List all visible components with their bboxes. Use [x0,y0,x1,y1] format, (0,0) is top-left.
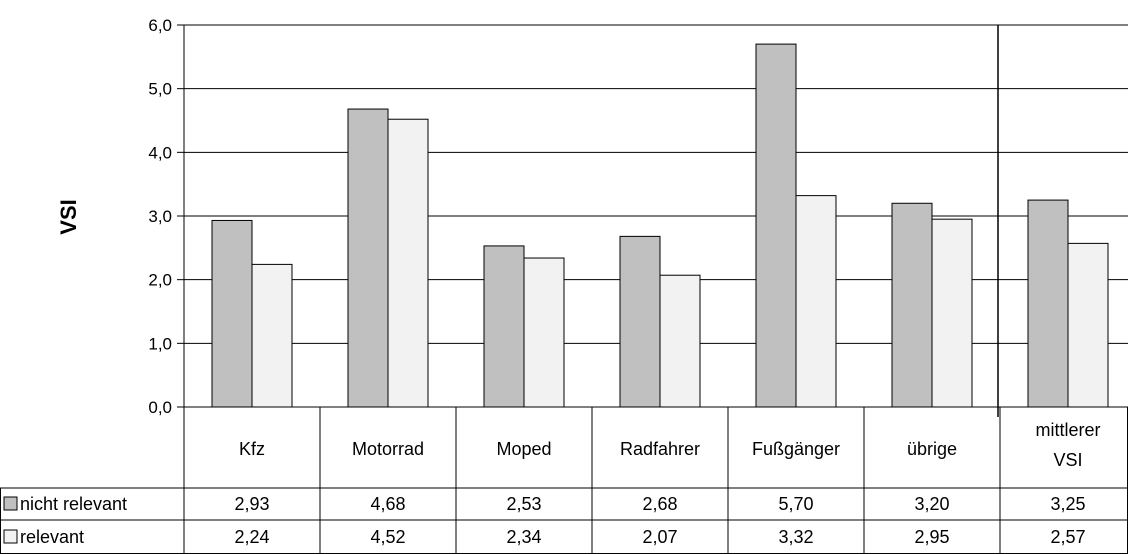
y-tick-label: 3,0 [148,207,172,226]
data-label: 3,32 [778,527,813,547]
data-label: 2,68 [642,494,677,514]
bar-nicht-relevant [211,219,253,408]
y-tick-label: 4,0 [148,143,172,162]
category-label: mittlerer [1035,420,1100,440]
data-label: 4,68 [370,494,405,514]
bar-nicht-relevant [347,108,389,408]
data-label: 2,95 [914,527,949,547]
category-label: Kfz [239,439,265,459]
axes: 0,0 1,0 2,0 3,0 4,0 5,0 6,0 [148,16,1128,417]
bars [211,43,1109,408]
bar-nicht-relevant [619,235,661,408]
y-tick-label: 6,0 [148,16,172,35]
bar-nicht-relevant [755,43,797,408]
data-label: 3,25 [1050,494,1085,514]
y-tick-label: 5,0 [148,80,172,99]
data-table: Kfz Motorrad Moped Radfahrer Fußgänger übrige… [0,407,1128,554]
data-label: 2,57 [1050,527,1085,547]
data-label: 2,24 [234,527,269,547]
data-label: 3,20 [914,494,949,514]
category-label: Fußgänger [752,439,840,459]
bar-relevant [795,195,837,408]
category-label: Radfahrer [620,439,700,459]
data-label: 2,07 [642,527,677,547]
data-label: 4,52 [370,527,405,547]
category-label: übrige [907,439,957,459]
legend-label: relevant [20,527,84,547]
bar-relevant [1067,242,1109,408]
y-tick-label: 2,0 [148,271,172,290]
bar-relevant [659,274,701,408]
category-label: VSI [1053,450,1082,470]
category-label: Motorrad [352,439,424,459]
data-label: 2,93 [234,494,269,514]
legend-swatch [3,496,18,511]
bar-relevant [387,118,429,408]
y-tick-label: 0,0 [148,398,172,417]
bar-relevant [931,218,973,408]
bar-nicht-relevant [1027,199,1069,408]
bar-relevant [251,263,293,408]
y-tick-label: 1,0 [148,334,172,353]
bar-nicht-relevant [483,245,525,408]
data-label: 2,34 [506,527,541,547]
bar-nicht-relevant [891,202,933,408]
legend-label: nicht relevant [20,494,127,514]
data-label: 5,70 [778,494,813,514]
data-label: 2,53 [506,494,541,514]
category-label: Moped [496,439,551,459]
y-axis-label: VSI [56,199,81,234]
bar-relevant [523,257,565,408]
legend-swatch [3,529,18,544]
